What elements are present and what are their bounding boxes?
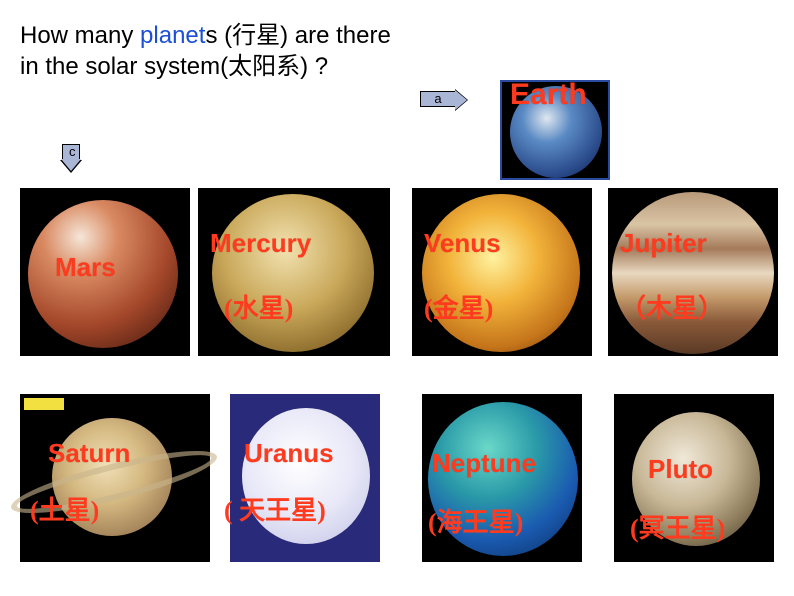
arrow-a: a — [420, 91, 456, 107]
q-post: s (行星) are there — [205, 22, 390, 49]
label-mercury-cn: (水星) — [224, 288, 293, 325]
q-pre: How many — [20, 22, 140, 49]
label-earth-en: Earth — [510, 78, 587, 112]
tile-saturn — [20, 394, 210, 562]
q-line2: in the solar system(太阳系) ? — [20, 53, 328, 80]
arrow-c-label: c — [69, 144, 76, 159]
q-planet-word: planet — [140, 22, 205, 49]
label-pluto-cn: (冥王星) — [630, 508, 725, 545]
label-mercury-en: Mercury — [210, 228, 311, 259]
label-pluto-en: Pluto — [648, 454, 713, 485]
arrow-c: c — [62, 144, 80, 160]
label-jupiter-en: Jupiter — [620, 228, 707, 259]
planet-mercury — [212, 194, 374, 352]
label-neptune-cn: (海王星) — [428, 502, 523, 539]
planet-venus — [422, 194, 580, 352]
label-venus-cn: (金星) — [424, 288, 493, 325]
question-text: How many planets (行星) are there in the s… — [20, 20, 391, 82]
label-uranus-cn: ( 天王星) — [224, 490, 326, 527]
saturn-watermark — [24, 398, 64, 410]
label-saturn-en: Saturn — [48, 438, 130, 469]
tile-jupiter — [608, 188, 778, 356]
tile-mercury — [198, 188, 390, 356]
label-mars-en: Mars — [55, 252, 116, 283]
label-uranus-en: Uranus — [244, 438, 334, 469]
tile-venus — [412, 188, 592, 356]
label-saturn-cn: (土星) — [30, 490, 99, 527]
tile-uranus — [230, 394, 380, 562]
arrow-a-label: a — [434, 91, 441, 106]
label-jupiter-cn: （木星） — [620, 288, 724, 325]
label-neptune-en: Neptune — [432, 448, 536, 479]
planet-jupiter — [612, 192, 774, 354]
label-venus-en: Venus — [424, 228, 501, 259]
